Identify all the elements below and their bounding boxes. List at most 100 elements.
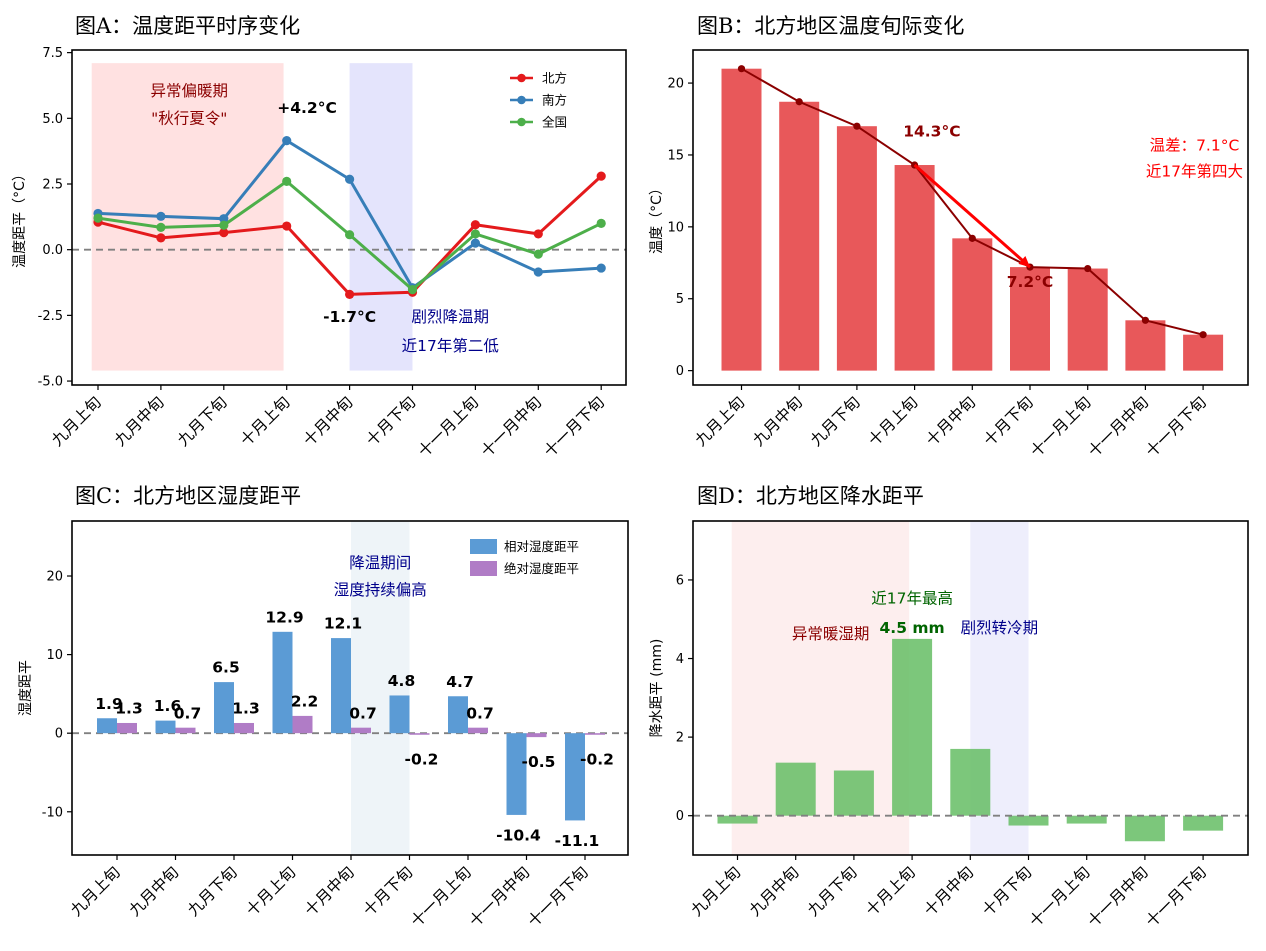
- panel-c-frame: [71, 520, 629, 856]
- series-point: [533, 229, 543, 239]
- legend-swatch: [470, 539, 497, 554]
- humidity-bar: [214, 682, 234, 734]
- panel-c-y-axis: -10 0 10 20: [42, 570, 72, 820]
- annotation-text: "秋行夏令": [151, 110, 227, 128]
- panel-a-shaded-regions: [91, 63, 413, 371]
- shaded-region: [349, 63, 413, 371]
- x-tick-label: 九月上旬: [48, 393, 105, 450]
- series-point: [282, 136, 292, 146]
- series-point: [596, 171, 606, 181]
- series-point: [219, 228, 229, 238]
- x-tick-label: 十月中旬: [300, 393, 357, 450]
- panel-c-shaded-regions: [351, 521, 410, 855]
- annotation-text: 异常暖湿期: [792, 625, 870, 643]
- annotation-text: 近17年第四大: [1146, 163, 1243, 181]
- series-point: [156, 222, 166, 232]
- legend-marker: [517, 117, 526, 127]
- annotation-text: +4.2°C: [277, 99, 337, 117]
- series-point: [93, 213, 103, 223]
- bar-value-label: 4.7: [446, 673, 473, 691]
- panel-a-title: 图A：温度距平时序变化: [75, 14, 300, 38]
- panel-c-bars: 1.9 1.6 6.5 12.9 12.1 4.8 4.7 -10.4 -11.1 1.3 0.7 1…: [95, 608, 614, 850]
- humidity-bar: [351, 727, 371, 734]
- legend-label: 全国: [542, 115, 567, 130]
- humidity-bar: [272, 631, 293, 734]
- y-tick-label: 10: [46, 648, 63, 663]
- bar-value-label: -0.5: [522, 753, 556, 771]
- series-point: [533, 249, 543, 259]
- annotation-text: 7.2°C: [1007, 273, 1054, 291]
- y-tick-label: 4: [676, 652, 684, 667]
- precipitation-bar: [775, 762, 816, 816]
- temperature-bar: [1183, 334, 1224, 371]
- y-tick-label: 10: [667, 220, 684, 235]
- annotation-text: -1.7°C: [323, 308, 376, 326]
- humidity-bar: [506, 733, 527, 815]
- temperature-point: [1141, 316, 1149, 324]
- x-tick-label: 九月上旬: [688, 863, 745, 920]
- annotation-text: 4.5 mm: [880, 619, 945, 637]
- x-tick-label: 十月中旬: [921, 863, 978, 920]
- y-tick-label: -10: [42, 805, 63, 820]
- bar-value-label: -11.1: [555, 832, 600, 850]
- bar-value-label: 1.3: [115, 700, 142, 718]
- series-point: [345, 174, 355, 184]
- panel-a-ylabel: 温度距平（°C）: [12, 167, 28, 268]
- bar-value-label: 0.7: [174, 704, 201, 722]
- temperature-point: [968, 234, 976, 242]
- x-tick-label: 九月下旬: [174, 393, 231, 450]
- temperature-point: [737, 65, 746, 73]
- annotation-text: 降温期间: [349, 554, 411, 572]
- x-tick-label: 十一月下旬: [1142, 863, 1210, 931]
- y-tick-label: 0: [676, 364, 684, 379]
- y-tick-label: 15: [667, 148, 684, 163]
- series-point: [282, 176, 292, 186]
- series-point: [345, 230, 355, 240]
- annotation-text: 14.3°C: [903, 122, 960, 140]
- legend-label: 北方: [542, 71, 567, 86]
- bar-value-label: 6.5: [212, 659, 239, 677]
- panel-d: 图D：北方地区降水距平 0 2 4 6 九月上旬 九月中旬 九月下旬 十月上旬 十月中旬 十月下…: [649, 484, 1249, 931]
- panel-d-bars: [717, 638, 1224, 842]
- series-point: [533, 267, 543, 277]
- panel-b-title: 图B：北方地区温度旬际变化: [697, 14, 964, 38]
- y-tick-label: 2: [676, 731, 684, 746]
- temperature-bar: [836, 126, 877, 371]
- panel-d-ylabel: 降水距平 (mm): [649, 639, 665, 738]
- x-tick-label: 十月上旬: [862, 863, 919, 920]
- x-tick-label: 十月上旬: [865, 393, 922, 450]
- y-tick-label: 6: [676, 573, 684, 588]
- x-tick-label: 十月中旬: [301, 863, 358, 920]
- annotation-text: 剧烈转冷期: [961, 619, 1039, 637]
- annotation-text: 湿度持续偏高: [334, 581, 427, 599]
- temperature-point: [1084, 264, 1092, 273]
- panel-b-annotations: 14.3°C 7.2°C 温差：7.1°C 近17年第四大: [903, 122, 1243, 291]
- x-tick-label: 十月上旬: [243, 863, 300, 920]
- bar-value-label: -0.2: [405, 750, 439, 768]
- panel-c: 图C：北方地区湿度距平 1.9 1.6 6.5 12.9 12.1 4.8 4.7 -10.4…: [18, 484, 629, 931]
- x-tick-label: 十一月上旬: [1027, 393, 1095, 461]
- humidity-bar: [155, 720, 176, 734]
- y-tick-label: 5.0: [42, 112, 63, 127]
- series-point: [407, 285, 418, 295]
- legend-label: 南方: [542, 93, 567, 108]
- x-tick-label: 十一月下旬: [524, 863, 592, 931]
- humidity-bar: [331, 638, 351, 734]
- x-tick-label: 九月下旬: [184, 863, 241, 920]
- x-tick-label: 十月下旬: [360, 863, 417, 920]
- bar-value-label: 12.1: [324, 615, 362, 633]
- x-tick-label: 九月上旬: [692, 393, 749, 450]
- legend-marker: [517, 73, 526, 83]
- legend-label: 相对湿度距平: [504, 539, 579, 554]
- x-tick-label: 十一月上旬: [407, 863, 475, 931]
- panel-a-y-axis: -5.0 -2.5 0.0 2.5 5.0 7.5: [38, 46, 72, 390]
- y-tick-label: -2.5: [38, 309, 63, 324]
- humidity-bar: [389, 695, 410, 734]
- legend-marker: [517, 95, 526, 105]
- annotation-text: 剧烈降温期: [411, 308, 489, 326]
